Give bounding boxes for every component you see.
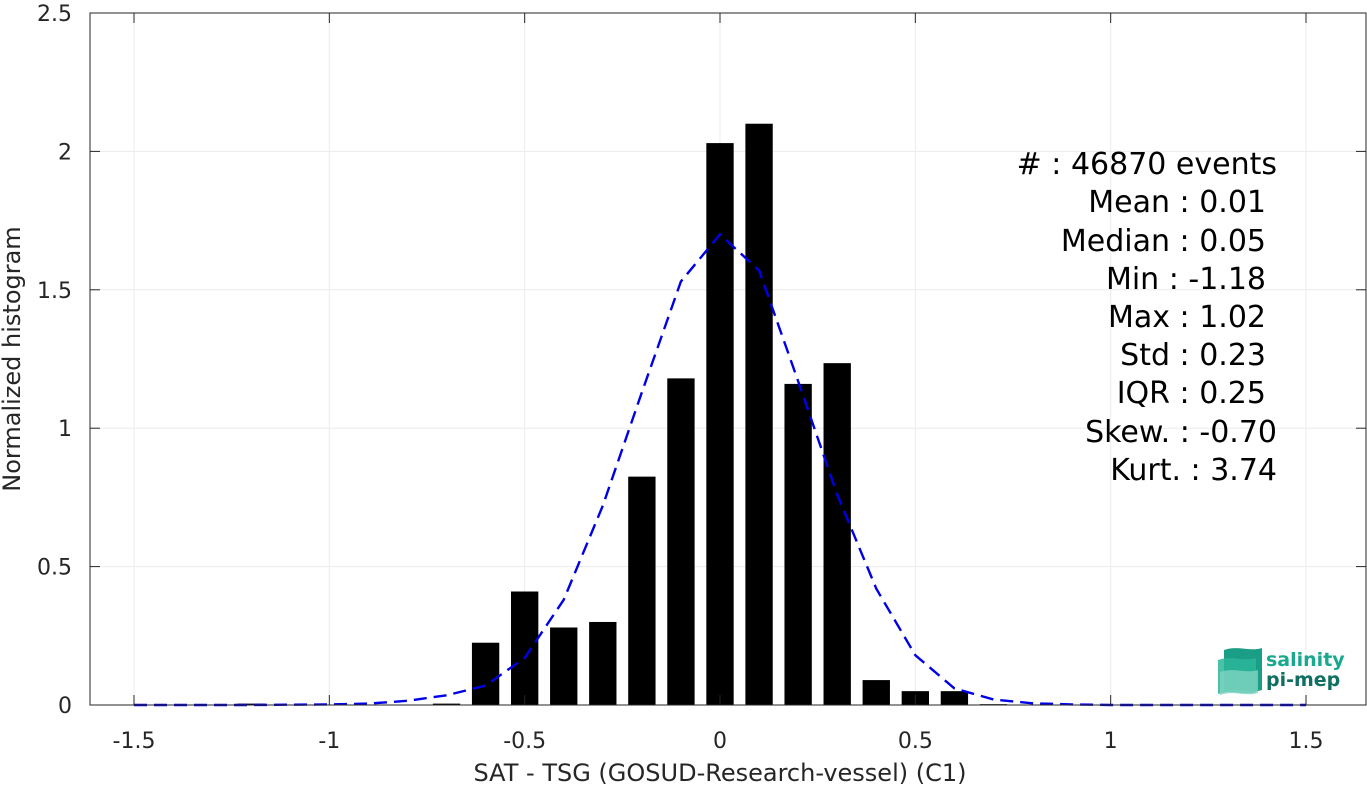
x-tick-label-2: -0.5 [503,729,546,754]
axis-ticks [90,12,1366,706]
histogram-bar-3 [510,591,539,705]
logo-waves-icon [1218,648,1262,695]
histogram-bar-4 [550,627,578,705]
x-tick-label-6: 1.5 [1289,729,1324,754]
logo-text-pi-mep: pi-mep [1266,669,1340,691]
histogram-bar-6 [628,476,656,705]
normal-fit-curve [134,232,1306,707]
y-tick-label-3: 1.5 [37,279,72,304]
histogram-bar-12 [862,680,890,705]
statistics-box: # : 46870 events Mean : 0.01 Median : 0.… [1017,147,1277,488]
y-tick-label-5: 2.5 [37,2,72,27]
histogram-bars [237,123,1008,706]
histogram-bar-11 [823,363,851,705]
stat-kurt: Kurt. : 3.74 [1110,453,1277,488]
stat-iqr: IQR : 0.25 [1117,376,1266,411]
stat-median: Median : 0.05 [1061,224,1266,259]
histogram-bar-0 [237,703,265,705]
y-tick-label-4: 2 [58,140,72,165]
x-tick-label-0: -1.5 [113,729,156,754]
y-axis-label: Normalized histogram [0,226,26,491]
histogram-bar-14 [940,691,969,705]
x-tick-label-4: 0.5 [898,729,933,754]
stat-events: # : 46870 events [1017,147,1277,182]
y-tick-label-1: 0.5 [37,556,72,581]
salinity-pimep-logo: salinity pi-mep [1218,648,1345,695]
y-tick-label-2: 1 [58,417,72,442]
plot-frame [89,12,1367,706]
x-tick-label-3: 0 [713,729,727,754]
stat-std: Std : 0.23 [1120,338,1266,373]
x-axis-label: SAT - TSG (GOSUD-Research-vessel) (C1) [474,759,967,785]
stat-max: Max : 1.02 [1108,300,1266,335]
x-tick-label-1: -1 [318,729,340,754]
stat-skew: Skew. : -0.70 [1085,415,1277,450]
stat-min: Min : -1.18 [1106,262,1266,297]
histogram-bar-7 [667,378,695,705]
x-tick-label-5: 1 [1104,729,1118,754]
y-tick-label-0: 0 [58,694,72,719]
stat-mean: Mean : 0.01 [1088,185,1266,220]
axis-tick-labels: -1.5 -1 -0.5 0 0.5 1 1.5 0 0.5 1 1.5 2 2.5 [37,2,1324,754]
logo-text-salinity: salinity [1266,649,1345,671]
histogram-bar-2 [471,642,500,705]
histogram-bar-8 [706,143,734,705]
histogram-bar-1 [432,703,461,705]
histogram-bar-9 [745,123,773,706]
histogram-bar-5 [589,621,617,705]
histogram-bar-10 [784,383,812,705]
